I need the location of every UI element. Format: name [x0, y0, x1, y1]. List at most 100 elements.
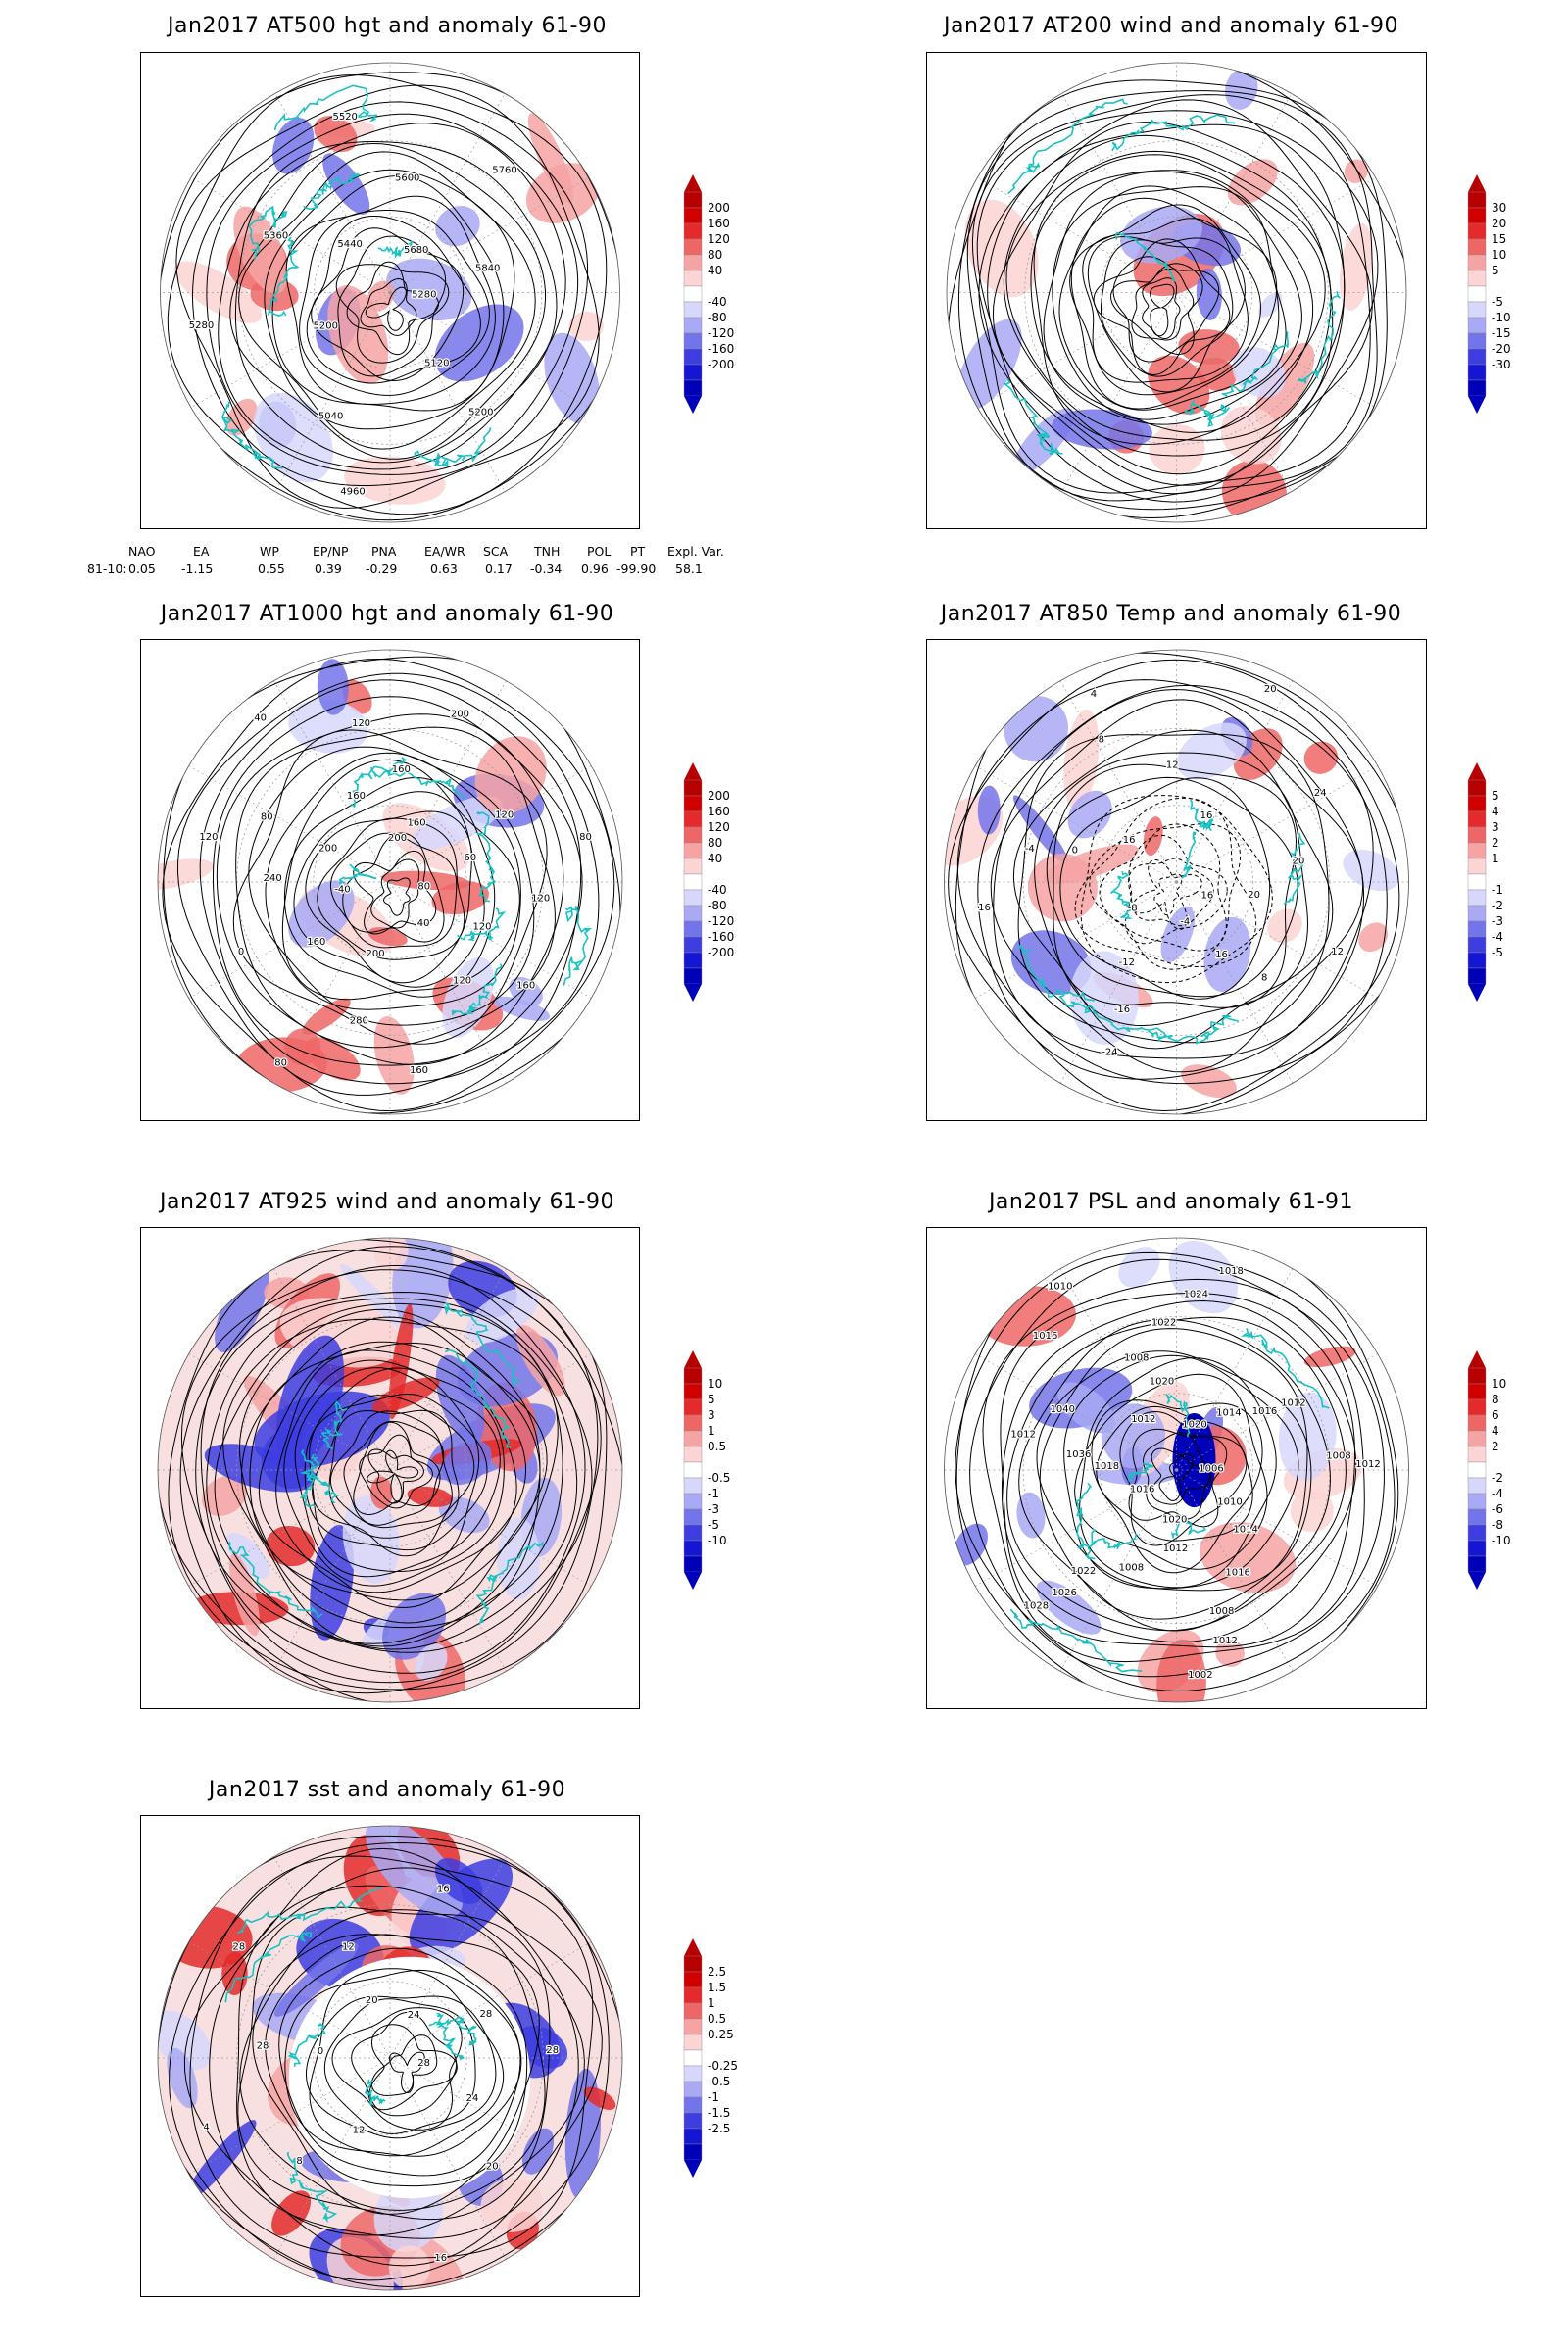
- latitude-circle: [1099, 805, 1254, 959]
- contour-line: [1052, 186, 1287, 420]
- contour-label: 1002: [1188, 1670, 1212, 1681]
- anomaly-patch: [1200, 1522, 1297, 1593]
- contour-label: 20: [1248, 890, 1260, 901]
- anomaly-patch: [415, 1643, 448, 1681]
- colorbar-segment: [1467, 967, 1487, 985]
- coastline: [1009, 1608, 1143, 1673]
- contour-label: 160: [347, 791, 366, 802]
- coastline: [444, 1348, 512, 1448]
- anomaly-patch: [1067, 790, 1112, 839]
- colorbar-segment: [683, 2143, 703, 2161]
- anomaly-patch: [1176, 722, 1247, 780]
- contour-label: 28: [257, 2040, 270, 2051]
- contour-line: [359, 1434, 433, 1509]
- colorbar-tick-label: -40: [708, 295, 727, 309]
- colorbar-segment: [1467, 889, 1487, 906]
- coastline: [1127, 1462, 1154, 1482]
- anomaly-patch: [228, 1552, 260, 1637]
- contour-line: [309, 1968, 505, 2157]
- colorbar-tick-label: 120: [708, 232, 730, 246]
- contour-label: 5680: [404, 245, 428, 256]
- colorbar-tick-label: -4: [1492, 1487, 1503, 1500]
- contour-label: 1012: [1010, 1429, 1035, 1440]
- colorbar-tick-label: -5: [1492, 946, 1503, 959]
- contour-label: 1008: [1124, 1353, 1149, 1364]
- anomaly-patch: [284, 1028, 321, 1066]
- anomaly-patch: [388, 1303, 414, 1420]
- colorbar-tick-label: -1: [1492, 883, 1503, 897]
- contour-label: 1014: [1233, 1524, 1257, 1535]
- colorbar-tick-label: -160: [708, 342, 734, 356]
- contour-line: [353, 850, 437, 935]
- colorbar-segment: [1467, 842, 1487, 859]
- colorbar-tick-label: 0.25: [708, 2028, 734, 2041]
- anomaly-patch: [276, 1335, 345, 1468]
- contour-label: 120: [352, 718, 370, 729]
- contour-line: [1063, 1354, 1299, 1590]
- contour-line: [1034, 752, 1309, 1027]
- contour-label: 4: [203, 2123, 209, 2133]
- contour-line: [1012, 729, 1334, 1050]
- contour-line: [992, 122, 1346, 475]
- anomaly-patch: [1258, 292, 1283, 318]
- map-frame-at850: 16 12 8 16 -4 -24 -16 -12 -8 16 -4 0 16 4 8 12 16 20 24 20 2…: [926, 639, 1427, 1121]
- polar-map-sst: 28 24 20 16 12 8 4 0 28 28 20 12 16 24 28 28: [157, 1825, 623, 2291]
- contour-line: [218, 122, 566, 470]
- contour-label: 12: [353, 2126, 366, 2136]
- colorbar-segment: [1467, 1508, 1487, 1526]
- colorbar-segment: [1467, 379, 1487, 397]
- anomaly-patch: [509, 977, 543, 1006]
- colorbar-tick-label: -3: [1492, 914, 1503, 928]
- coastline: [299, 1449, 316, 1508]
- anomaly-patch: [1156, 1639, 1206, 1702]
- colorbar-segment: [683, 191, 703, 209]
- contour-line: [1074, 1373, 1268, 1570]
- colorbar-segment: [1467, 779, 1487, 797]
- latitude-circle: [313, 1981, 467, 2135]
- contour-line: [1046, 776, 1298, 998]
- colorbar-segment: [683, 2049, 703, 2067]
- contour-label: 1012: [1163, 1544, 1188, 1554]
- colorbar-at850: 5 4 3 2 1 -1 -2 -3 -4 -5: [1467, 762, 1527, 1037]
- tc-header-sca: SCA: [483, 544, 509, 559]
- coastline: [228, 1541, 323, 1619]
- colorbar-segment: [1467, 810, 1487, 828]
- contour-label: 1012: [1212, 1636, 1237, 1646]
- tc-value-sca: 0.17: [485, 562, 513, 576]
- colorbar-segment: [683, 779, 703, 797]
- colorbar-segment: [1467, 191, 1487, 209]
- tc-row-label: 81-10:: [87, 562, 127, 576]
- colorbar-segment: [683, 254, 703, 271]
- colorbar-segment: [683, 1414, 703, 1432]
- contour-line: [1079, 1357, 1277, 1589]
- contour-line: [317, 817, 466, 960]
- colorbar-tick-label: -0.25: [708, 2059, 738, 2073]
- coastline: [451, 963, 504, 1016]
- colorbar-tick-label: -200: [708, 946, 734, 959]
- anomaly-patch: [317, 659, 349, 715]
- colorbar-segment: [683, 920, 703, 938]
- meridian-line: [389, 176, 590, 293]
- contour-line: [948, 659, 1400, 1112]
- meridian-line: [1176, 176, 1376, 293]
- contour-label: 8: [1261, 973, 1267, 984]
- anomaly-patch: [202, 1476, 247, 1516]
- contour-line: [1142, 1432, 1211, 1520]
- colorbar-segment: [1467, 222, 1487, 240]
- colorbar-at500: 200 160 120 80 40 -40 -80 -120 -160 -200: [683, 174, 743, 449]
- colorbar-tick-label: 40: [708, 264, 722, 277]
- colorbar-tick-label: 160: [708, 217, 730, 230]
- anomaly-patch: [954, 1523, 988, 1566]
- latitude-circle: [237, 140, 543, 445]
- contour-line: [169, 1841, 610, 2281]
- anomaly-patch: [1220, 406, 1282, 465]
- anomaly-patch: [158, 858, 214, 891]
- meridian-line: [389, 93, 506, 293]
- contour-line: [1043, 171, 1302, 425]
- contour-line: [1131, 268, 1195, 341]
- colorbar-tick-label: 15: [1492, 232, 1506, 246]
- colorbar-segment: [683, 1524, 703, 1542]
- colorbar-segment: [1467, 873, 1487, 891]
- map-frame-at1000: 80 120 160 40 120 160 200 280 80 160 0 -40 240 120 200…: [140, 639, 640, 1121]
- contour-label: 1006: [1199, 1464, 1223, 1475]
